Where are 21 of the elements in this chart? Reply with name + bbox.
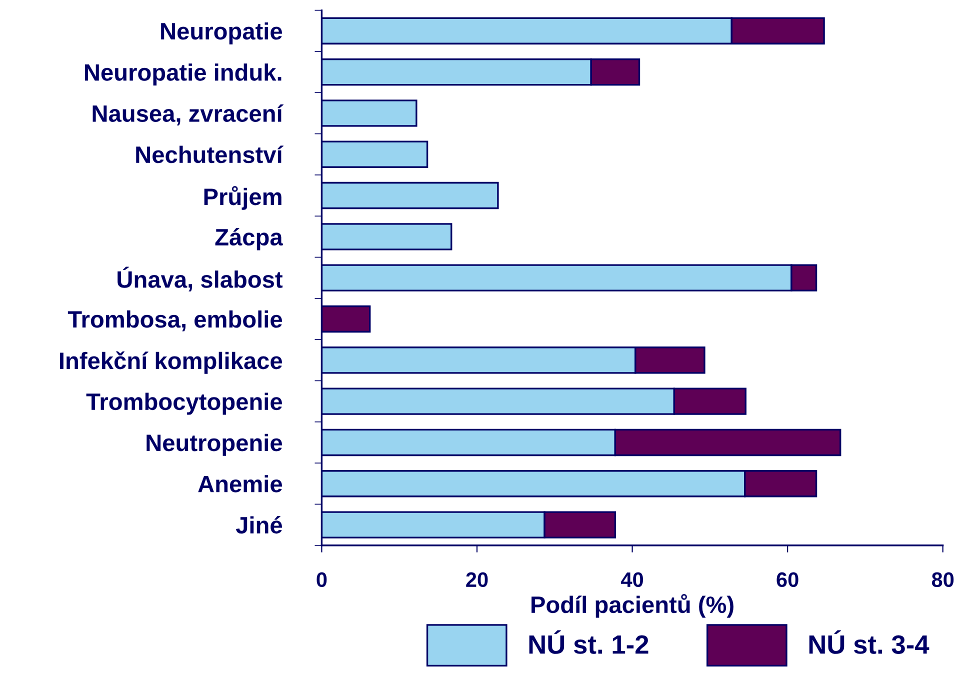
y-tick-label: Trombosa, embolie [68, 310, 282, 332]
y-tick-label: Neutropenie [146, 434, 282, 456]
y-tick-label: Únava, slabost [118, 266, 283, 292]
y-tick-label: Nechutenství [136, 146, 284, 164]
legend-label: NÚ st. 3-4 [809, 630, 930, 654]
y-tick-label: Trombocytopenie [86, 392, 282, 415]
legend-label: NÚ st. 1-2 [529, 630, 648, 654]
y-tick-label: Zácpa [215, 228, 283, 250]
y-tick-label: Průjem [204, 186, 282, 210]
x-tick-label: 60 [776, 572, 798, 588]
x-axis-title: Podíl pacientů (%) [532, 594, 734, 618]
x-tick-label: 40 [621, 572, 644, 588]
x-tick-label: 80 [932, 572, 954, 588]
y-tick-label: Anemie [198, 475, 282, 492]
y-tick-label: Infekční komplikace [60, 351, 282, 374]
x-tick-label: 20 [466, 572, 488, 588]
y-tick-label: Nausea, zvracení [92, 104, 284, 126]
y-tick-label: Jiné [236, 516, 282, 534]
y-tick-label: Neuropatie [161, 22, 282, 44]
x-tick-label: 0 [316, 572, 327, 588]
y-tick-label: Neuropatie induk. [85, 63, 282, 86]
